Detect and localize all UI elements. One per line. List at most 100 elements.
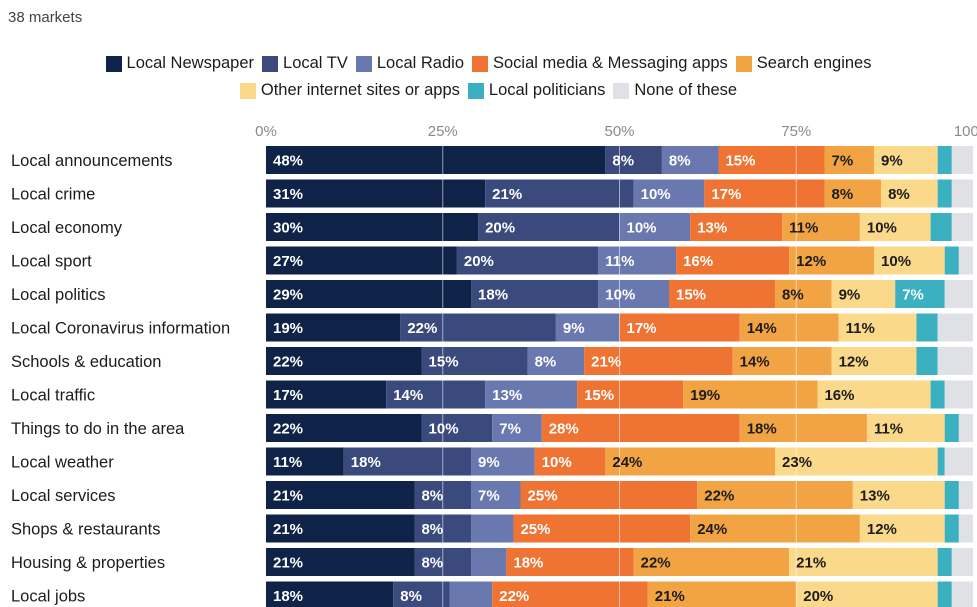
category-label: Local announcements [11, 152, 172, 170]
category-label: Local jobs [11, 588, 85, 606]
bar-segment [520, 481, 698, 509]
bar-segment [266, 481, 415, 509]
bar-segment [527, 347, 585, 375]
bar-segment [421, 414, 493, 442]
data-label: 19% [690, 387, 720, 404]
legend-item-none-of-these: None of these [613, 77, 737, 104]
data-label: 18% [747, 421, 777, 438]
bar-segment [506, 548, 634, 576]
bar-segment [513, 514, 691, 543]
data-label: 15% [429, 354, 459, 371]
data-label: 8% [421, 555, 443, 572]
category-label: Local traffic [11, 387, 95, 405]
legend-swatch [613, 82, 630, 99]
data-label: 11% [789, 220, 818, 237]
data-label: 7% [499, 421, 521, 438]
data-label: 10% [867, 220, 897, 237]
bar-segment [824, 179, 882, 208]
bar-segment [471, 514, 514, 543]
data-label: 14% [393, 387, 423, 404]
bar-segment [944, 380, 973, 409]
legend-item-social-media: Social media & Messaging apps [472, 50, 728, 77]
data-label: 22% [273, 421, 303, 438]
legend-item-local-radio: Local Radio [355, 50, 464, 77]
category-label: Local weather [11, 454, 114, 472]
category-label: Local services [11, 487, 116, 505]
bar-segment [789, 246, 875, 275]
legend-item-local-tv: Local TV [262, 50, 348, 77]
bar-segment [937, 581, 952, 607]
data-label: 8% [888, 186, 910, 203]
bar-segment [937, 447, 945, 476]
x-tick-label: 100% [954, 123, 977, 140]
bar-segment [668, 280, 776, 308]
bar-segment [605, 447, 776, 476]
bar-segment [874, 246, 945, 275]
data-label: 7% [832, 153, 854, 170]
bar-segment [937, 548, 952, 576]
bar-segment [541, 414, 740, 442]
legend-swatch [239, 82, 256, 99]
data-label: 21% [273, 555, 303, 572]
data-label: 25% [520, 521, 550, 538]
data-label: 12% [867, 521, 897, 538]
data-label: 23% [782, 454, 812, 471]
legend-label: Social media & Messaging apps [493, 54, 728, 72]
bar-segment [471, 447, 535, 476]
data-label: 29% [273, 287, 303, 304]
data-label: 18% [273, 588, 303, 605]
data-label: 16% [683, 253, 713, 270]
bar-segment [916, 347, 938, 375]
legend-label: Other internet sites or apps [260, 81, 460, 99]
data-label: 17% [273, 387, 303, 404]
bar-segment [916, 313, 938, 342]
bar-segment [266, 246, 457, 275]
bar-segment [605, 146, 662, 174]
bar-segment [647, 581, 797, 607]
bar-segment [492, 581, 648, 607]
category-label: Schools & education [11, 353, 161, 371]
data-label: 20% [803, 588, 833, 605]
data-label: 7% [902, 287, 924, 304]
data-label: 18% [478, 287, 508, 304]
bar-segment [930, 380, 945, 409]
data-label: 8% [669, 153, 691, 170]
bar-segment [471, 548, 507, 576]
bar-segment [944, 514, 959, 543]
bar-segment [895, 280, 945, 308]
bar-segment [838, 313, 917, 342]
data-label: 21% [655, 588, 685, 605]
bar-segment [739, 414, 867, 442]
data-label: 25% [528, 488, 558, 505]
category-label: Housing & properties [11, 554, 165, 572]
bar-segment [471, 280, 599, 308]
category-label: Local sport [11, 253, 92, 271]
bar-segment [704, 179, 825, 208]
bar-segment [584, 347, 733, 375]
data-label: 14% [747, 320, 777, 337]
data-label: 17% [627, 320, 657, 337]
bar-segment [739, 313, 839, 342]
legend-label: Local TV [283, 54, 348, 72]
bar-segment [944, 447, 973, 476]
legend-item-local-politicians: Local politicians [467, 77, 605, 104]
bar-segment [859, 514, 945, 543]
bar-segment [266, 447, 344, 476]
data-label: 18% [351, 454, 381, 471]
data-label: 12% [839, 354, 869, 371]
data-label: 8% [421, 521, 443, 538]
bar-segment [881, 179, 938, 208]
bar-segment [266, 581, 394, 607]
legend-label: None of these [634, 81, 738, 99]
data-label: 15% [725, 153, 755, 170]
bar-segment [951, 581, 973, 607]
data-label: 9% [563, 320, 585, 337]
bar-segment [874, 146, 938, 174]
data-label: 11% [846, 320, 875, 337]
labels-group: 0% 25% 50% 75% 100% Local announcements 48% 8% 8… [11, 123, 977, 606]
data-label: 10% [881, 253, 911, 270]
bar-segment [266, 514, 415, 543]
bar-segment [824, 146, 875, 174]
bar-segment [633, 179, 705, 208]
data-label: 9% [881, 153, 903, 170]
